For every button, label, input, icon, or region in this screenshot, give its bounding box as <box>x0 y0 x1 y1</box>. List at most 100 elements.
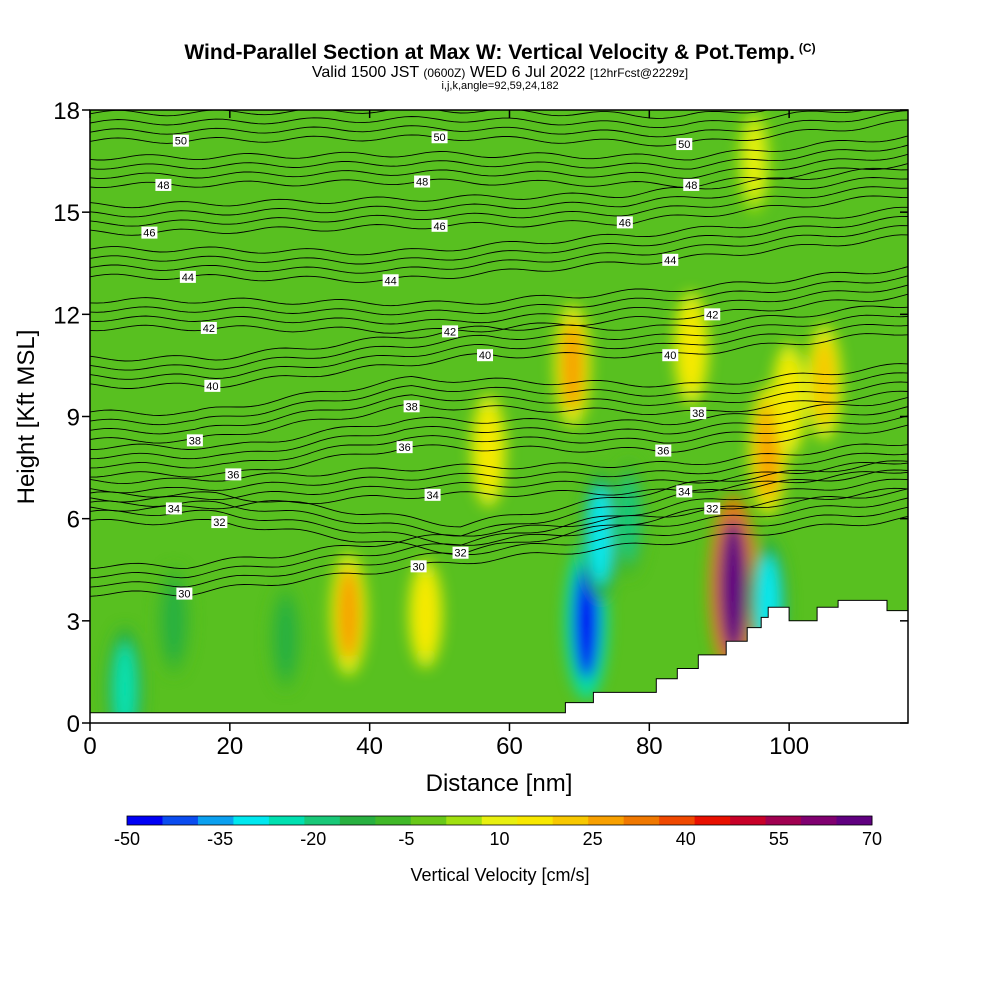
theta-contour-line <box>90 506 908 588</box>
theta-contour-line <box>90 443 908 485</box>
theta-contour-line <box>90 372 908 426</box>
contour-label: 34 <box>676 485 693 498</box>
velocity-cell <box>561 319 584 412</box>
contour-label-text: 40 <box>479 350 491 362</box>
contour-label: 34 <box>424 488 441 502</box>
theta-contour-line <box>90 284 908 325</box>
contour-label-text: 48 <box>157 180 169 192</box>
y-tick-label: 18 <box>53 98 80 125</box>
theta-contour-line <box>90 110 866 129</box>
x-tick-label: 20 <box>216 733 243 760</box>
grid-info: i,j,k,angle=92,59,24,182 <box>441 80 559 92</box>
colorbar-tick-label: 10 <box>489 829 509 849</box>
velocity-cell <box>813 339 835 426</box>
colorbar-tick-label: 55 <box>769 829 789 849</box>
contour-label: 46 <box>616 216 633 229</box>
contour-label: 38 <box>403 400 420 413</box>
contour-labels: 30 30 32 32 32 34 34 34 36 36 36 38 38 38 40 40 40 42 42 42… <box>141 131 721 601</box>
contour-label-text: 38 <box>405 401 417 413</box>
velocity-cell <box>719 519 748 655</box>
y-tick-label: 9 <box>67 405 80 432</box>
copyright-mark: (C) <box>798 41 816 55</box>
colorbar-swatch <box>197 816 234 825</box>
contour-label: 46 <box>431 219 448 233</box>
theta-contour-line <box>90 163 908 189</box>
contour-label: 30 <box>176 587 193 601</box>
contour-label-text: 40 <box>664 350 676 362</box>
contour-label-text: 36 <box>398 442 410 454</box>
velocity-cell <box>163 580 185 662</box>
theta-contour-line <box>90 478 908 546</box>
theta-contour-line <box>90 195 908 236</box>
contour-label-text: 30 <box>178 589 190 601</box>
theta-contour-line <box>90 460 908 528</box>
colorbar-swatch <box>694 816 731 825</box>
x-tick-label: 40 <box>356 733 383 760</box>
chart-title: Wind-Parallel Section at Max W: Vertical… <box>0 36 1000 65</box>
contour-label-text: 38 <box>189 435 201 447</box>
contour-label: 30 <box>410 560 427 573</box>
velocity-cell <box>337 568 360 660</box>
theta-contour-line <box>90 225 908 274</box>
colorbar-swatch <box>765 816 802 825</box>
y-tick-label: 6 <box>67 507 80 534</box>
contour-label-text: 32 <box>454 548 466 560</box>
contour-label: 36 <box>225 468 242 481</box>
theta-contour-line <box>90 144 908 170</box>
velocity-cell <box>680 306 702 391</box>
contour-label: 38 <box>186 434 203 447</box>
theta-contour-line <box>90 333 908 389</box>
contour-label: 48 <box>414 175 431 189</box>
contour-label: 50 <box>172 134 189 148</box>
contour-label: 50 <box>676 138 693 151</box>
contour-label-text: 46 <box>143 228 155 240</box>
contour-label: 46 <box>141 226 158 240</box>
theta-contour-line <box>90 515 908 597</box>
contour-label-text: 46 <box>619 217 631 229</box>
theta-contour-line <box>90 497 908 579</box>
velocity-cell <box>415 573 436 655</box>
colorbar-label: Vertical Velocity [cm/s] <box>410 865 589 885</box>
theta-contour-line <box>90 488 908 570</box>
colorbar-swatch <box>588 816 625 825</box>
theta-contour-line <box>90 206 908 256</box>
colorbar-tick-label: -35 <box>207 829 233 849</box>
theta-contour-line <box>90 461 908 503</box>
theta-contour-line <box>90 215 908 265</box>
colorbar-frame <box>126 815 873 826</box>
colorbar-swatch <box>410 816 447 825</box>
contour-label: 36 <box>396 441 413 454</box>
contour-label: 42 <box>704 308 721 321</box>
contour-label-text: 46 <box>433 221 445 233</box>
contour-label: 36 <box>655 444 672 458</box>
contour-label-text: 34 <box>426 490 438 502</box>
contour-label-text: 42 <box>203 323 215 335</box>
theta-contour-line <box>90 452 908 494</box>
contour-label-text: 36 <box>227 469 239 481</box>
colorbar-swatch <box>836 816 873 825</box>
theta-contour-line <box>90 471 908 512</box>
x-axis: 0 20 40 60 80 100 <box>83 110 809 760</box>
y-tick-label: 3 <box>67 609 80 636</box>
contour-label-text: 44 <box>385 275 397 287</box>
x-tick-label: 80 <box>636 733 663 760</box>
colorbar-swatch <box>339 816 376 825</box>
potential-temperature-contours <box>90 110 908 597</box>
contour-label: 40 <box>477 349 494 362</box>
contour-label-text: 42 <box>444 326 456 338</box>
velocity-cell <box>113 643 136 723</box>
colorbar: -50 -35 -20 -5 10 25 40 55 70 <box>114 815 882 849</box>
colorbar-swatch <box>268 816 305 825</box>
theta-contour-line <box>90 305 908 362</box>
colorbar-swatch <box>517 816 554 825</box>
theta-contour-line <box>90 167 908 209</box>
y-axis-label: Height [Kft MSL] <box>13 330 40 505</box>
theta-contour-line <box>90 275 908 316</box>
x-axis-label: Distance [nm] <box>426 770 573 797</box>
valid-date: WED 6 Jul 2022 <box>469 64 586 81</box>
contour-label-text: 44 <box>182 272 194 284</box>
contour-label: 48 <box>683 178 700 192</box>
theta-contour-line <box>90 266 908 307</box>
x-tick-label: 0 <box>83 733 96 760</box>
